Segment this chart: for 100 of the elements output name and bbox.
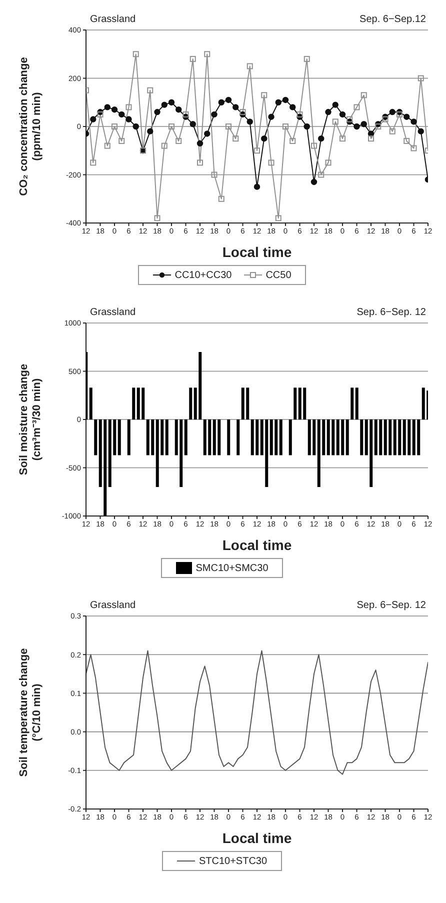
point — [261, 135, 268, 142]
legend-label: STC10+STC30 — [198, 855, 268, 867]
point — [282, 96, 289, 104]
bar — [127, 420, 130, 456]
point — [318, 135, 324, 142]
point — [226, 124, 232, 130]
point — [246, 63, 253, 70]
point — [118, 138, 125, 144]
bar — [355, 388, 358, 420]
point — [368, 136, 374, 142]
point — [339, 111, 346, 118]
point — [396, 111, 402, 118]
point — [104, 104, 110, 110]
point — [176, 106, 182, 113]
chart-subtitle: Sep. 6−Sep. 12 — [356, 307, 426, 318]
point — [161, 142, 168, 149]
point — [132, 123, 139, 130]
chart-title: Grassland — [90, 307, 136, 318]
point — [190, 120, 196, 128]
bar — [236, 420, 240, 456]
point — [147, 128, 154, 134]
bar — [227, 420, 230, 456]
point — [168, 124, 174, 130]
x-axis-title: Local time — [222, 244, 292, 260]
bar — [360, 420, 364, 456]
point — [325, 108, 332, 116]
point — [418, 75, 424, 82]
chart-title: Grassland — [90, 14, 136, 25]
point — [218, 99, 224, 106]
legend-label: CC50 — [264, 269, 292, 281]
point — [332, 118, 338, 125]
point — [196, 140, 204, 146]
y-axis-title: Soil moisture change (cm³m⁻³/30 min) — [18, 364, 43, 476]
point — [204, 51, 210, 58]
point — [410, 118, 417, 125]
point — [111, 106, 118, 113]
point — [389, 108, 396, 116]
point — [325, 160, 332, 166]
point — [261, 92, 268, 98]
point — [254, 148, 260, 154]
point — [275, 215, 282, 222]
point — [360, 92, 367, 98]
point — [304, 123, 310, 130]
bar — [165, 420, 168, 456]
point — [240, 109, 246, 116]
bar — [94, 420, 98, 456]
point — [290, 104, 296, 110]
point — [389, 128, 396, 134]
point — [176, 138, 182, 144]
bar — [118, 420, 121, 456]
point — [246, 118, 253, 125]
point — [161, 102, 168, 108]
point — [90, 160, 96, 166]
legend-label: CC10+CC30 — [174, 269, 232, 281]
point — [126, 104, 132, 110]
point — [404, 114, 410, 120]
point — [304, 56, 310, 62]
bar — [350, 388, 354, 420]
bar — [422, 388, 425, 420]
point — [97, 111, 104, 118]
bar — [132, 388, 136, 420]
point — [354, 104, 360, 110]
point — [147, 87, 154, 94]
point — [104, 142, 110, 149]
point — [268, 160, 274, 166]
point — [168, 99, 175, 106]
point — [318, 172, 324, 178]
point — [382, 116, 388, 122]
point — [346, 116, 353, 122]
point — [404, 138, 410, 144]
chart-title: Grassland — [90, 600, 136, 611]
chart-subtitle: Sep. 6−Sep. 12 — [356, 600, 426, 611]
point — [126, 116, 132, 122]
point — [282, 124, 288, 130]
x-axis-title: Local time — [222, 830, 292, 846]
bar — [189, 388, 192, 420]
point — [197, 160, 203, 166]
point — [211, 172, 218, 178]
point — [254, 184, 260, 190]
point — [118, 111, 125, 118]
chart-subtitle: Sep. 6−Sep.12 — [360, 14, 426, 25]
point — [332, 102, 338, 108]
point — [290, 138, 296, 144]
point — [268, 114, 274, 120]
x-axis-title: Local time — [222, 537, 292, 553]
line-series — [86, 650, 428, 775]
point — [310, 178, 318, 186]
bar — [288, 420, 292, 456]
point — [410, 145, 417, 152]
point — [340, 136, 346, 142]
point — [154, 215, 160, 222]
point — [132, 51, 139, 58]
point — [232, 136, 239, 142]
point — [375, 124, 382, 130]
point — [211, 111, 218, 118]
bar — [294, 388, 297, 420]
bar — [279, 420, 282, 456]
y-axis-title: Soil temperature change (°C/10 min) — [18, 648, 43, 777]
point — [275, 99, 282, 106]
y-axis-title: CO₂ concentration change (ppm/10 min) — [18, 57, 43, 196]
